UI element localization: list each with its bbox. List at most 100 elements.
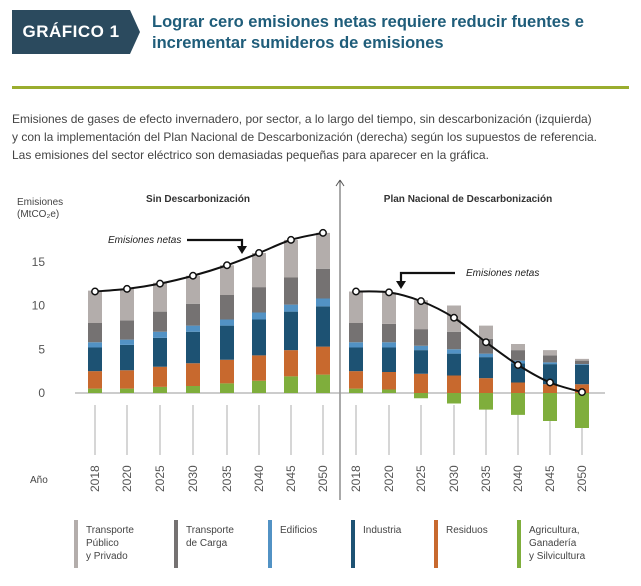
bar-segment xyxy=(447,393,461,404)
legend-label: Transporte Público y Privado xyxy=(86,525,134,562)
legend-swatch xyxy=(434,520,438,568)
y-axis-title: Emisiones xyxy=(17,197,63,208)
x-tick-label: 2050 xyxy=(316,465,330,492)
panel-title-right: Plan Nacional de Descarbonización xyxy=(384,194,552,205)
legend-label: Edificios xyxy=(280,525,318,536)
subtitle-line: Las emisiones del sector eléctrico son d… xyxy=(12,148,489,162)
net-emissions-annotation-right: Emisiones netas xyxy=(466,268,539,279)
bar-segment xyxy=(252,253,266,288)
legend-label: Transporte de Carga xyxy=(186,525,234,549)
bar-segment xyxy=(479,357,493,379)
legend-item-industria: Industria xyxy=(351,520,401,568)
net-emissions-point xyxy=(287,235,295,244)
bar-segment xyxy=(186,275,200,304)
bar-segment xyxy=(382,292,396,324)
bar-segment xyxy=(153,331,167,338)
bar-segment xyxy=(575,364,589,365)
legend-item-edificios: Edificios xyxy=(268,520,317,568)
separator-arrow xyxy=(335,179,341,187)
annotation-arrow-left xyxy=(187,238,244,247)
bar-segment xyxy=(575,360,589,365)
bar-segment xyxy=(120,339,134,345)
bar-segment xyxy=(543,350,557,356)
legend-item-residuos: Residuos xyxy=(434,520,488,568)
title-divider xyxy=(12,86,629,89)
bar-segment xyxy=(511,344,525,351)
bar-segment xyxy=(220,359,234,384)
y-axis-unit: (MtCO₂e) xyxy=(17,209,59,220)
bar-segment xyxy=(414,329,428,346)
chart-legend: Transporte Público y Privado Transporte … xyxy=(70,520,640,580)
bar-segment xyxy=(284,376,298,393)
bar-segment xyxy=(284,304,298,312)
bar-segment xyxy=(479,353,493,358)
legend-swatch xyxy=(268,520,272,568)
bar-segment xyxy=(447,349,461,354)
net-emissions-point xyxy=(514,361,522,369)
legend-swatch xyxy=(351,520,355,568)
bar-segment xyxy=(479,325,493,339)
bar-segment xyxy=(220,319,234,326)
net-emissions-point xyxy=(482,338,490,347)
legend-label: Residuos xyxy=(446,525,488,536)
bar-segment xyxy=(88,388,102,393)
bar-segment xyxy=(447,375,461,393)
annotation-arrow-right xyxy=(399,271,455,282)
bar-segment xyxy=(153,386,167,393)
bar-segment xyxy=(349,323,363,343)
bar-segment xyxy=(414,373,428,393)
subtitle-line: y con la implementación del Plan Naciona… xyxy=(12,130,597,144)
bar-segment xyxy=(120,388,134,393)
annotation-arrowhead-left xyxy=(237,246,247,254)
bar-segment xyxy=(447,353,461,376)
bar-segment xyxy=(316,374,330,393)
bar-segment xyxy=(575,358,589,361)
net-emissions-point xyxy=(417,297,425,306)
x-tick-label: 2025 xyxy=(414,465,428,492)
x-tick-label: 2050 xyxy=(575,465,589,492)
bar-segment xyxy=(511,350,525,361)
figure-subtitle: Emisiones de gases de efecto invernadero… xyxy=(12,110,632,164)
bar-segment xyxy=(88,371,102,389)
bar-segment xyxy=(316,268,330,299)
bar-segment xyxy=(575,393,589,428)
bar-segment xyxy=(316,298,330,307)
bar-segment xyxy=(382,347,396,372)
bar-segment xyxy=(349,347,363,372)
legend-item-agricultura: Agricultura, Ganadería y Silvicultura xyxy=(517,520,585,568)
legend-swatch xyxy=(517,520,521,568)
bar-segment xyxy=(186,386,200,393)
bar-segment xyxy=(186,303,200,326)
x-tick-label: 2020 xyxy=(382,465,396,492)
net-emissions-point xyxy=(319,228,327,237)
bar-segment xyxy=(316,306,330,347)
bar-segment xyxy=(88,323,102,343)
bar-segment xyxy=(382,389,396,393)
x-axis-title: Año xyxy=(30,475,48,486)
bar-segment xyxy=(349,388,363,393)
bar-segment xyxy=(479,393,493,410)
bar-segment xyxy=(186,325,200,332)
bar-segment xyxy=(543,362,557,365)
bar-segment xyxy=(88,290,102,323)
net-emissions-point xyxy=(223,261,231,270)
legend-label: Agricultura, Ganadería y Silvicultura xyxy=(529,525,586,562)
net-emissions-point xyxy=(546,378,554,387)
x-tick-label: 2040 xyxy=(511,465,525,492)
bar-segment xyxy=(153,366,167,387)
bar-segment xyxy=(120,344,134,371)
bar-segment xyxy=(186,331,200,364)
x-tick-label: 2045 xyxy=(284,465,298,492)
x-tick-label: 2018 xyxy=(88,465,102,492)
figure-title: Lograr cero emisiones netas requiere red… xyxy=(152,13,584,52)
net-emissions-point xyxy=(385,288,393,297)
bar-segment xyxy=(349,291,363,323)
legend-item-transporte-publico: Transporte Público y Privado xyxy=(74,520,134,568)
bar-segment xyxy=(284,350,298,377)
net-emissions-point xyxy=(156,279,164,288)
net-emissions-point xyxy=(91,287,99,296)
x-tick-label: 2018 xyxy=(349,465,363,492)
legend-swatch xyxy=(174,520,178,568)
bar-segment xyxy=(414,300,428,330)
bar-segment xyxy=(153,337,167,367)
